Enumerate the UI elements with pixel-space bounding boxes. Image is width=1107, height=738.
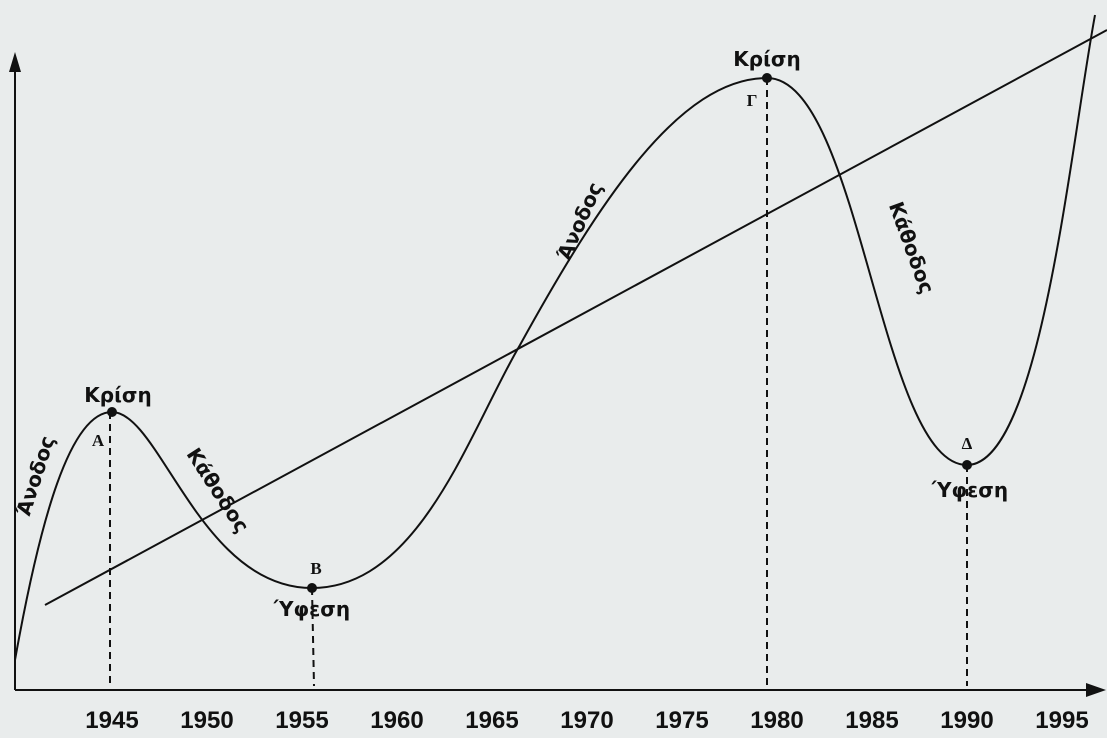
y-axis-arrow <box>9 52 21 72</box>
x-tick-label: 1990 <box>940 707 993 734</box>
point-letter: Β <box>310 559 321 578</box>
point-letter: Α <box>92 431 105 450</box>
x-tick-label: 1975 <box>655 707 708 734</box>
x-tick-label: 1945 <box>85 707 138 734</box>
dashed-guides <box>109 78 968 687</box>
x-tick-label: 1970 <box>560 707 613 734</box>
cycle-curve <box>14 14 1096 661</box>
point-b <box>307 583 317 593</box>
point-label: Ύφεση <box>273 597 350 621</box>
x-tick-label: 1965 <box>465 707 518 734</box>
x-tick-label: 1995 <box>1035 707 1088 734</box>
x-tick-label: 1955 <box>275 707 328 734</box>
point-d <box>962 460 972 470</box>
point-c <box>762 73 772 83</box>
point-label: Κρίση <box>84 383 151 407</box>
point-letter: Δ <box>962 434 973 453</box>
point-letter: Γ <box>747 91 758 110</box>
x-tick-label: 1980 <box>750 707 803 734</box>
point-label: Κρίση <box>733 47 800 71</box>
x-tick-label: 1985 <box>845 707 898 734</box>
x-tick-label: 1960 <box>370 707 423 734</box>
points <box>107 73 972 593</box>
x-tick-labels: 1945 1950 1955 1960 1965 1970 1975 1980 1985 1990… <box>85 707 1088 734</box>
guide-b <box>311 587 315 687</box>
trend-line <box>44 29 1107 606</box>
x-tick-label: 1950 <box>180 707 233 734</box>
point-label: Ύφεση <box>931 478 1008 502</box>
x-axis-arrow <box>1086 683 1106 697</box>
point-a <box>107 407 117 417</box>
